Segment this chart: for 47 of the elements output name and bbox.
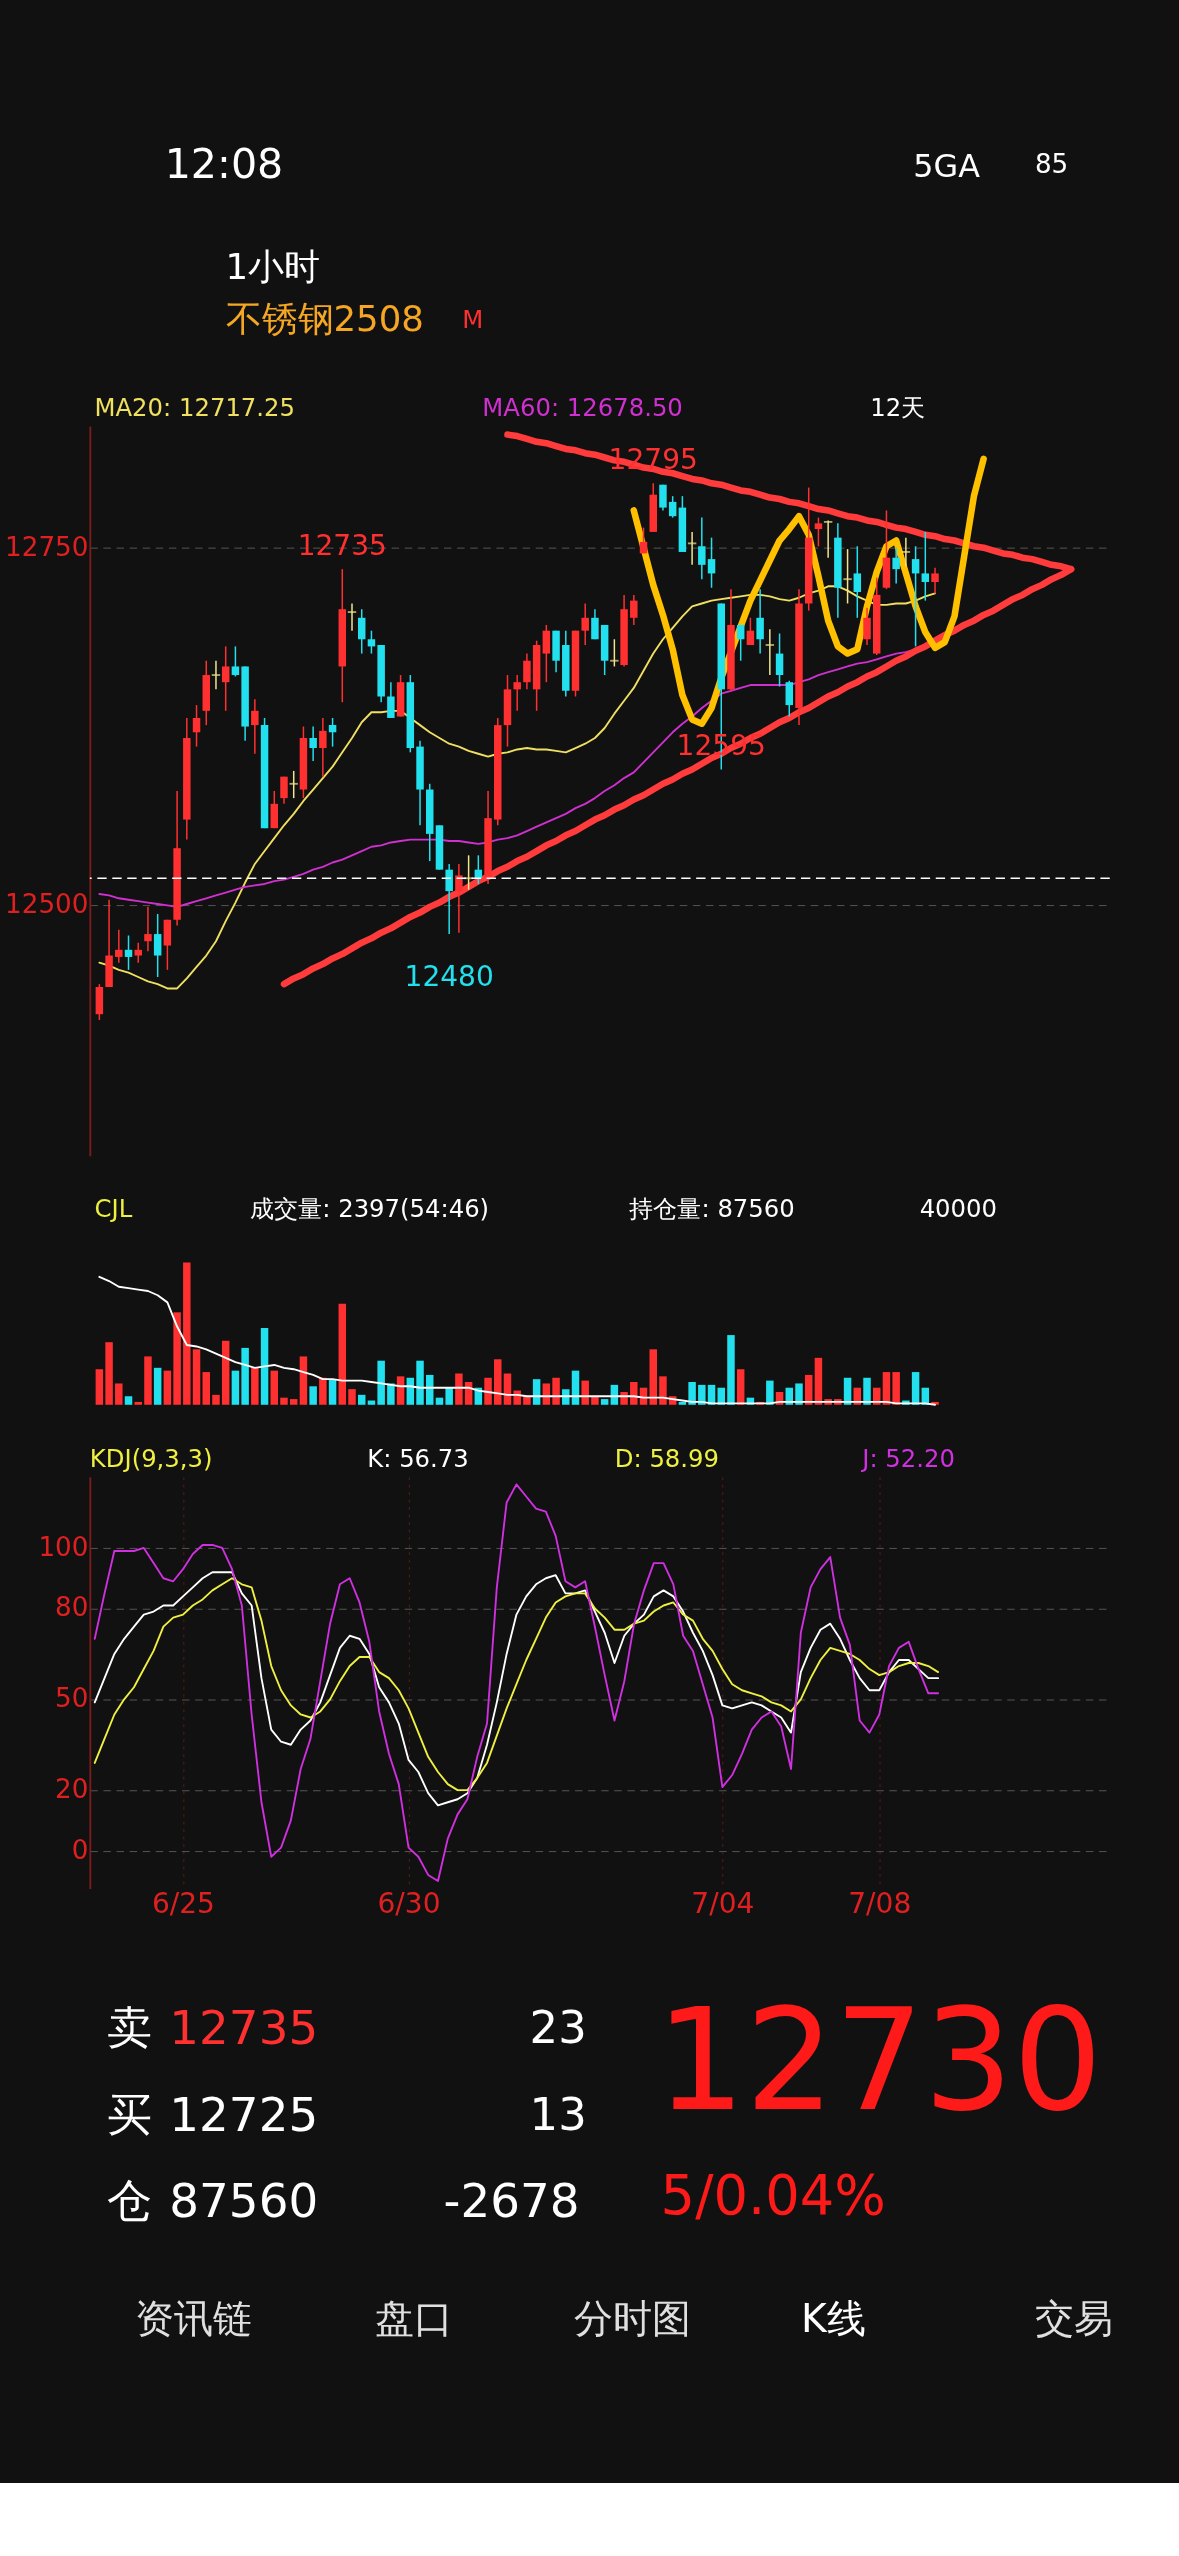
y-tick-label: 0 bbox=[71, 1834, 89, 1865]
text: 85 bbox=[1034, 149, 1069, 180]
text: 12730 bbox=[655, 1979, 1103, 2143]
text: 分时图 bbox=[573, 2296, 691, 2342]
text: D: 58.99 bbox=[614, 1443, 720, 1473]
text: -2678 bbox=[443, 2173, 580, 2228]
annotation: 12480 bbox=[404, 959, 494, 993]
text: 13 bbox=[529, 2087, 587, 2141]
text: 不锈钢2508 bbox=[225, 297, 424, 339]
text: J: 52.20 bbox=[860, 1443, 955, 1473]
text: 交易 bbox=[1034, 2296, 1113, 2342]
text: 卖 bbox=[106, 2000, 152, 2054]
text: 1小时 bbox=[225, 246, 321, 288]
y-tick-label: 12750 bbox=[5, 531, 89, 562]
text: MA20: 12717.25 bbox=[94, 392, 295, 422]
y-tick-label: 12500 bbox=[5, 889, 89, 920]
chart-title: KDJ(9,3,3) bbox=[89, 1443, 213, 1473]
text: 12:08 bbox=[164, 140, 284, 189]
text: K: 56.73 bbox=[367, 1443, 469, 1473]
text: 12725 bbox=[169, 2087, 319, 2142]
text: 5/0.04% bbox=[660, 2164, 886, 2228]
text: 12735 bbox=[169, 2000, 319, 2055]
text: 成交量: 2397(54:46) bbox=[250, 1193, 490, 1223]
annotation: 12795 bbox=[608, 443, 698, 477]
y-tick-label: 50 bbox=[55, 1683, 89, 1714]
text: 40000 bbox=[919, 1193, 997, 1223]
text: M bbox=[462, 304, 484, 334]
y-tick-label: 80 bbox=[55, 1592, 89, 1623]
y-tick-label: 20 bbox=[55, 1774, 89, 1805]
annotation: 12735 bbox=[297, 529, 387, 563]
chart-title: CJL bbox=[94, 1193, 133, 1223]
text: 买 bbox=[106, 2087, 152, 2141]
text: MA60: 12678.50 bbox=[482, 392, 683, 422]
text: 12天 bbox=[870, 392, 926, 422]
text: 23 bbox=[529, 2000, 587, 2054]
x-tick-label: 7/04 bbox=[691, 1887, 755, 1921]
text: 仓 bbox=[106, 2174, 152, 2228]
text: 资讯链 bbox=[134, 2296, 252, 2342]
text: K线 bbox=[800, 2296, 866, 2342]
text: 持仓量: 87560 bbox=[629, 1193, 795, 1223]
text: 盘口 bbox=[375, 2296, 454, 2342]
text: 5GA bbox=[913, 147, 981, 186]
x-tick-label: 7/08 bbox=[848, 1887, 912, 1921]
x-tick-label: 6/30 bbox=[377, 1887, 441, 1921]
text: 87560 bbox=[169, 2173, 319, 2228]
y-tick-label: 100 bbox=[38, 1531, 89, 1562]
x-tick-label: 6/25 bbox=[151, 1887, 215, 1921]
